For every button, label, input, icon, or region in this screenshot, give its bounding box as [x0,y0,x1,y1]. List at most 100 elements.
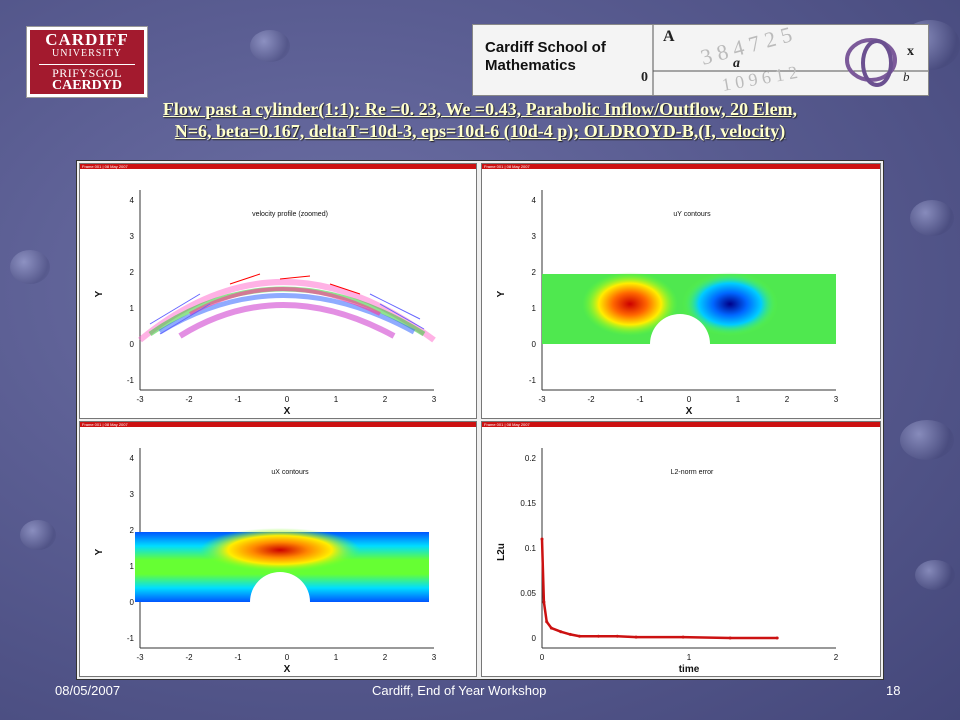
error-data-point [615,634,619,638]
l2-error-panel: Frame 001 | 08 May 2007 0 1 2 0.2 0.15 0.1 0.0… [481,421,881,677]
svg-text:b: b [903,69,910,84]
x-tick-label: 2 [383,653,388,662]
y-tick-label: 4 [130,454,135,463]
frame-label: Frame 001 | 08 May 2007 [484,164,530,169]
slide-title-line: Flow past a cylinder(1:1): Re =0. 23, We… [162,99,798,119]
x-tick-label: 1 [736,395,741,404]
error-data-point [596,634,600,638]
velocity-vectors [138,273,436,343]
error-data-point [681,635,685,639]
uy-contour-plot: -3 -2 -1 0 1 2 3 4 3 2 1 0 -1 X YuY contours [496,190,839,417]
y-tick-label: 2 [532,268,537,277]
background-bubble [250,30,290,62]
plot-label: uY contours [673,211,711,218]
logo-text: UNIVERSITY [52,48,122,59]
x-tick-label: -1 [234,653,242,662]
x-tick-label: -3 [136,395,144,404]
x-tick-label: -1 [234,395,242,404]
x-tick-label: 2 [785,395,790,404]
y-axis-title: Y [94,548,105,555]
slide-title: Flow past a cylinder(1:1): Re =0. 23, We… [40,98,920,142]
plot-label: L2-norm error [671,469,714,476]
error-data-point [540,537,544,541]
footer-date: 08/05/2007 [55,683,121,698]
school-name-line: Cardiff School of [485,39,606,56]
y-tick-label: 1 [130,562,135,571]
y-tick-label: 1 [532,304,537,313]
x-tick-label: 0 [687,395,692,404]
background-bubble [10,250,50,284]
x-tick-label: -2 [185,395,193,404]
y-tick-label: 4 [130,196,135,205]
x-tick-label: -3 [136,653,144,662]
error-data-point [578,634,582,638]
y-tick-label: 0 [130,598,135,607]
footer-page-number: 18 [886,683,901,698]
cardiff-university-logo: CARDIFF UNIVERSITY PRIFYSGOL CAERDYD [26,26,148,98]
footer-event: Cardiff, End of Year Workshop [372,683,547,698]
x-tick-label: 3 [432,395,437,404]
y-tick-label: 0.15 [520,499,536,508]
error-data-point [559,630,563,634]
error-data-point [775,636,779,640]
x-axis-title: time [679,664,700,675]
y-tick-label: -1 [529,376,537,385]
error-data-point [634,635,638,639]
x-tick-label: 1 [687,653,692,662]
y-tick-label: 0.05 [520,589,536,598]
logo-text: CAERDYD [52,78,122,93]
x-tick-label: 1 [334,395,339,404]
x-tick-label: -2 [587,395,595,404]
x-tick-label: 1 [334,653,339,662]
velocity-panel: Frame 001 | 08 May 2007 -3 -2 -1 0 1 2 3 4 3 2 1 0-… [79,163,477,419]
y-tick-label: 2 [130,526,135,535]
x-axis-title: X [284,406,291,417]
school-of-mathematics-logo: A 3 8 4 7 2 5 1 0 9 6 1 2 0 a x b Cardif… [472,24,929,96]
y-tick-label: 3 [130,490,135,499]
frame-label: Frame 001 | 08 May 2007 [82,422,128,427]
y-tick-label: 0 [130,340,135,349]
plot-label: uX contours [271,469,309,476]
frame-label: Frame 001 | 08 May 2007 [484,422,530,427]
y-tick-label: 3 [532,232,537,241]
x-tick-label: 2 [383,395,388,404]
ux-contours-panel: Frame 001 | 08 May 2007 -3 -2 -1 0 1 2 3 4 3 2 1 0-… [79,421,477,677]
error-series-line [540,538,778,640]
math-background-graphic: A 3 8 4 7 2 5 1 0 9 6 1 2 0 a x b [641,25,928,95]
y-axis-title: Y [94,290,105,297]
background-bubble [900,420,954,460]
x-tick-label: 3 [432,653,437,662]
x-axis-title: X [686,406,693,417]
x-tick-label: 0 [285,395,290,404]
y-tick-label: 1 [130,304,135,313]
x-tick-label: -2 [185,653,193,662]
y-tick-label: 0.2 [525,454,537,463]
x-tick-label: -1 [636,395,644,404]
background-bubble [915,560,955,590]
x-tick-label: 0 [285,653,290,662]
y-axis-title: L2u [496,543,507,561]
y-tick-label: 0.1 [525,544,537,553]
x-tick-label: 2 [834,653,839,662]
error-data-point [545,620,549,624]
plot-label: velocity profile (zoomed) [252,211,328,218]
svg-text:3 8 4 7 2 5: 3 8 4 7 2 5 [698,25,795,70]
error-data-point [568,632,572,636]
background-bubble [20,520,56,550]
ux-contour-plot: -3 -2 -1 0 1 2 3 4 3 2 1 0 -1 X YuX contours [94,448,437,675]
svg-text:A: A [663,28,675,45]
figure-frame: Frame 001 | 08 May 2007 -3 -2 -1 0 1 2 3 4 3 2 1 0-… [76,160,884,680]
x-axis-title: X [284,664,291,675]
background-bubble [910,200,954,236]
svg-text:0: 0 [641,70,648,85]
y-tick-label: 4 [532,196,537,205]
x-tick-label: -3 [538,395,546,404]
y-tick-label: 0 [532,340,537,349]
x-tick-label: 0 [540,653,545,662]
svg-text:x: x [907,44,914,59]
y-tick-label: -1 [127,376,135,385]
frame-label: Frame 001 | 08 May 2007 [82,164,128,169]
logo-text: CARDIFF [45,30,129,49]
y-tick-label: -1 [127,634,135,643]
